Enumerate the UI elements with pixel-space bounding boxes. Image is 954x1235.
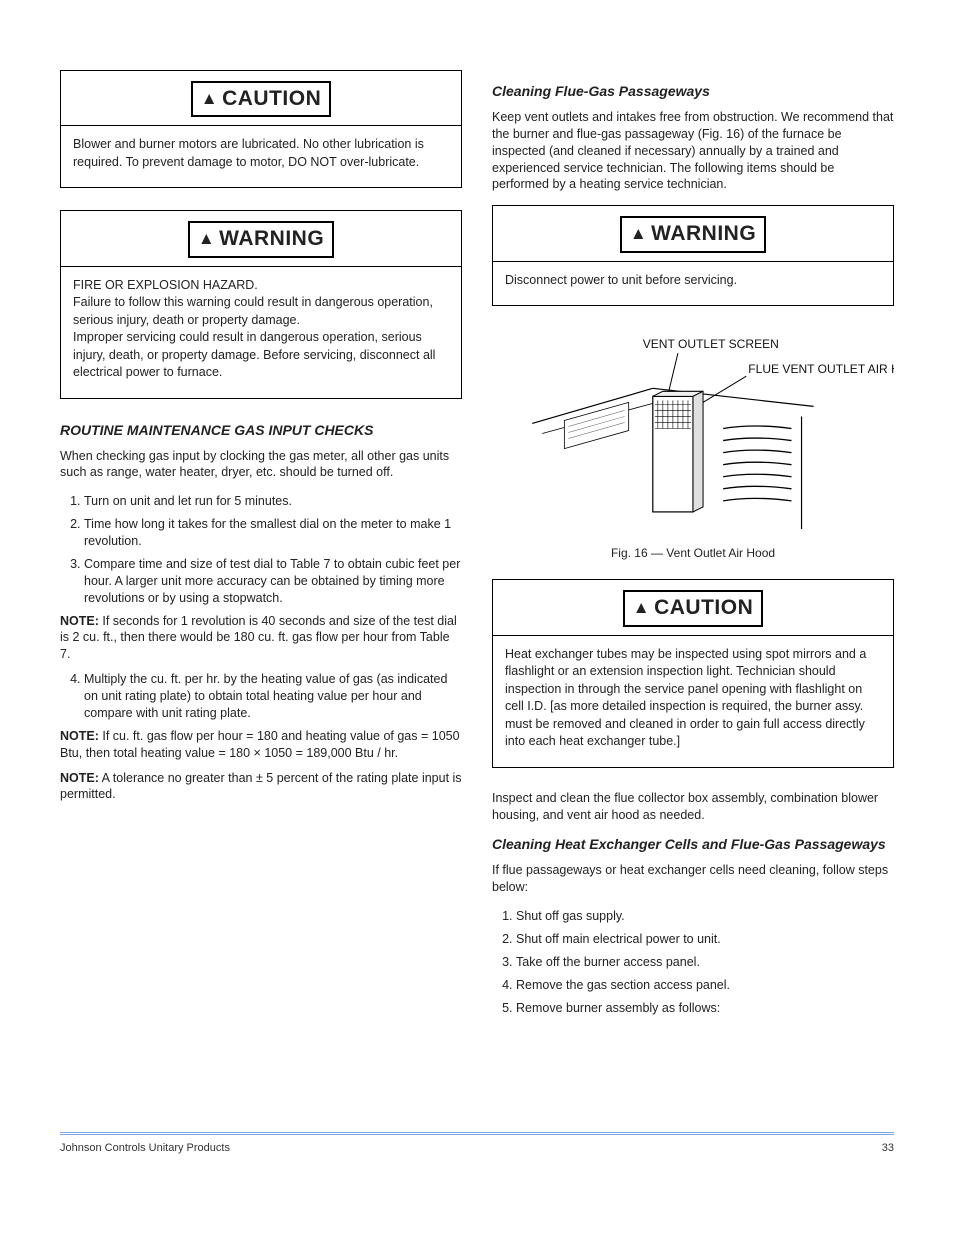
figure-caption: Fig. 16 — Vent Outlet Air Hood bbox=[492, 545, 894, 561]
warning-label: ▲WARNING bbox=[188, 221, 334, 257]
vent-outlet-diagram: VENT OUTLET SCREEN FLUE VENT OUTLET AIR … bbox=[492, 328, 894, 539]
warning-label: ▲WARNING bbox=[620, 216, 766, 252]
note-body: If cu. ft. gas flow per hour = 180 and h… bbox=[60, 729, 460, 760]
para-cleaning-steps-intro: If flue passageways or heat exchanger ce… bbox=[492, 862, 894, 896]
list-item: Take off the burner access panel. bbox=[516, 954, 894, 971]
heading-cleaning-cells: Cleaning Heat Exchanger Cells and Flue-G… bbox=[492, 835, 894, 854]
caution-box-lubrication: ▲CAUTION Blower and burner motors are lu… bbox=[60, 70, 462, 188]
warning-triangle-icon: ▲ bbox=[201, 89, 218, 108]
footer-left: Johnson Controls Unitary Products bbox=[60, 1141, 230, 1156]
callout-vent-screen: VENT OUTLET SCREEN bbox=[643, 337, 779, 351]
caution-box-heat-exchanger: ▲CAUTION Heat exchanger tubes may be ins… bbox=[492, 579, 894, 767]
warning-label-text: WARNING bbox=[651, 222, 756, 245]
footer-page-number: 33 bbox=[882, 1141, 894, 1156]
list-item: Shut off gas supply. bbox=[516, 908, 894, 925]
list-item: Time how long it takes for the smallest … bbox=[84, 516, 462, 550]
list-item: Shut off main electrical power to unit. bbox=[516, 931, 894, 948]
note-label: NOTE: bbox=[60, 729, 99, 743]
note-body: A tolerance no greater than ± 5 percent … bbox=[60, 771, 462, 802]
warning-body: FIRE OR EXPLOSION HAZARD. Failure to fol… bbox=[61, 267, 461, 398]
warning-box-fire-hazard: ▲WARNING FIRE OR EXPLOSION HAZARD. Failu… bbox=[60, 210, 462, 398]
note-3: NOTE: A tolerance no greater than ± 5 pe… bbox=[60, 770, 462, 804]
para-flue-intro: Keep vent outlets and intakes free from … bbox=[492, 109, 894, 193]
callout-flue-hood: FLUE VENT OUTLET AIR HOOD bbox=[748, 362, 894, 376]
warning-body: Disconnect power to unit before servicin… bbox=[493, 262, 893, 306]
note-body: If seconds for 1 revolution is 40 second… bbox=[60, 614, 457, 662]
ordered-list-gas-check-1: Turn on unit and let run for 5 minutes. … bbox=[60, 493, 462, 606]
para-gas-meter: When checking gas input by clocking the … bbox=[60, 448, 462, 482]
ordered-list-gas-check-2: Multiply the cu. ft. per hr. by the heat… bbox=[60, 671, 462, 722]
caution-header: ▲CAUTION bbox=[493, 580, 893, 635]
caution-body: Heat exchanger tubes may be inspected us… bbox=[493, 636, 893, 767]
list-item: Multiply the cu. ft. per hr. by the heat… bbox=[84, 671, 462, 722]
figure-vent-outlet: VENT OUTLET SCREEN FLUE VENT OUTLET AIR … bbox=[492, 328, 894, 561]
caution-label-text: CAUTION bbox=[654, 596, 753, 619]
caution-header: ▲CAUTION bbox=[61, 71, 461, 126]
warning-header: ▲WARNING bbox=[61, 211, 461, 266]
note-label: NOTE: bbox=[60, 614, 99, 628]
caution-label: ▲CAUTION bbox=[623, 590, 764, 626]
caution-label: ▲CAUTION bbox=[191, 81, 332, 117]
para-inspect-clean: Inspect and clean the flue collector box… bbox=[492, 790, 894, 824]
list-item: Remove the gas section access panel. bbox=[516, 977, 894, 994]
list-item: Compare time and size of test dial to Ta… bbox=[84, 556, 462, 607]
warning-box-disconnect-power: ▲WARNING Disconnect power to unit before… bbox=[492, 205, 894, 306]
warning-label-text: WARNING bbox=[219, 227, 324, 250]
note-2: NOTE: If cu. ft. gas flow per hour = 180… bbox=[60, 728, 462, 762]
caution-label-text: CAUTION bbox=[222, 87, 321, 110]
warning-triangle-icon: ▲ bbox=[198, 229, 215, 248]
warning-triangle-icon: ▲ bbox=[633, 598, 650, 617]
warning-triangle-icon: ▲ bbox=[630, 224, 647, 243]
note-1: NOTE: If seconds for 1 revolution is 40 … bbox=[60, 613, 462, 664]
list-item: Remove burner assembly as follows: bbox=[516, 1000, 894, 1017]
heading-gas-input-checks: ROUTINE MAINTENANCE GAS INPUT CHECKS bbox=[60, 421, 462, 440]
ordered-list-cleaning-steps: Shut off gas supply. Shut off main elect… bbox=[492, 908, 894, 1016]
list-item: Turn on unit and let run for 5 minutes. bbox=[84, 493, 462, 510]
heading-flue-passageways: Cleaning Flue-Gas Passageways bbox=[492, 82, 894, 101]
note-label: NOTE: bbox=[60, 771, 99, 785]
caution-body: Blower and burner motors are lubricated.… bbox=[61, 126, 461, 187]
page-footer: Johnson Controls Unitary Products 33 bbox=[60, 1135, 894, 1156]
warning-header: ▲WARNING bbox=[493, 206, 893, 261]
